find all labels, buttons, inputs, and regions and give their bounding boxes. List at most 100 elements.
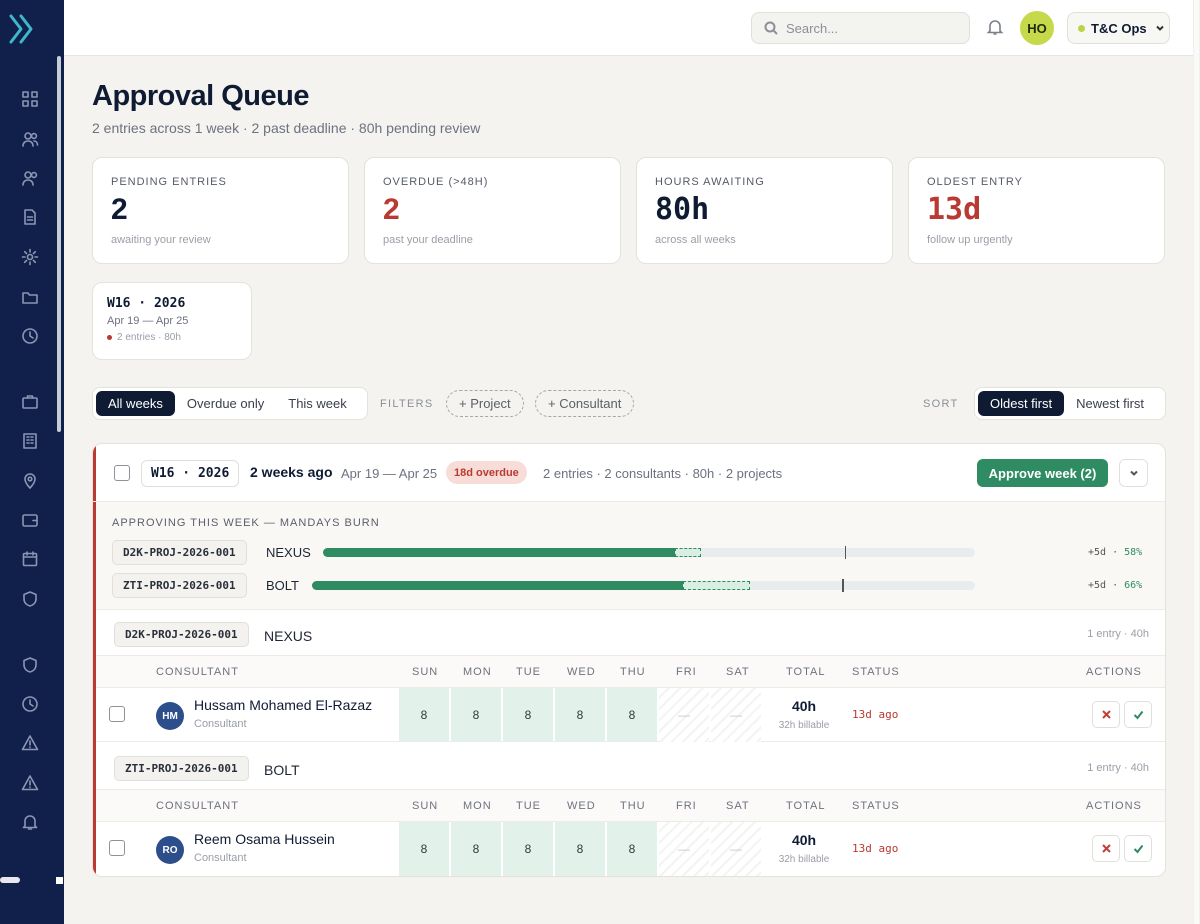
notifications-icon[interactable] [20,812,40,832]
day-cell-tue[interactable]: 8 [503,822,553,876]
reject-button[interactable] [1092,835,1120,862]
user-avatar[interactable]: HO [1020,11,1054,45]
logo-icon[interactable] [8,12,36,46]
kpi-note: awaiting your review [111,234,211,246]
page-scrollbar[interactable] [1193,0,1200,924]
expand-week-button[interactable] [1119,459,1148,487]
project-group-header: ZTI-PROJ-2026-001 BOLT 1 entry · 40h [96,744,1165,790]
project-meta: 1 entry · 40h [1087,762,1149,774]
col-wed: WED [567,666,596,678]
sidebar-collapse-handle[interactable] [0,877,20,883]
kpi-oldest-entry: OLDEST ENTRY 13d follow up urgently [908,157,1165,264]
burn-value: +5d · 66% [1088,580,1143,591]
add-project-filter[interactable]: + Project [446,390,524,417]
week-label: W16 · 2026 [141,460,240,487]
burn-project-name: NEXUS [266,545,311,560]
close-icon [1101,710,1111,719]
col-actions: ACTIONS [1086,800,1142,812]
dashboard-icon[interactable] [20,89,40,109]
chevron-down-icon [1155,25,1164,31]
kpi-value: 80h [655,192,710,227]
sort-newest-first[interactable]: Newest first [1076,396,1145,411]
week-card[interactable]: W16 · 2026 Apr 19 — Apr 25 2 entries · 8… [92,282,252,360]
consultant-avatar: HM [156,702,184,730]
table-row: HM Hussam Mohamed El-Razaz Consultant 8 … [96,688,1165,742]
briefcase-icon[interactable] [20,392,40,412]
sidebar [0,0,64,924]
entry-total: 40h [791,698,817,714]
clock-icon[interactable] [20,326,40,346]
burn-bar-nexus [323,546,975,559]
kpi-label: PENDING ENTRIES [111,176,227,188]
users-icon[interactable] [20,129,40,149]
burn-delta: +5d [1088,580,1107,591]
wallet-icon[interactable] [20,510,40,530]
settings-icon[interactable] [20,247,40,267]
consultant-name[interactable]: Reem Osama Hussein [194,831,335,847]
topbar: HO T&C Ops [64,0,1200,56]
col-sun: SUN [412,666,439,678]
approve-week-button[interactable]: Approve week (2) [977,459,1108,487]
approve-button[interactable] [1124,835,1152,862]
select-week-checkbox[interactable] [114,465,130,481]
reject-button[interactable] [1092,701,1120,728]
day-cell-wed[interactable]: 8 [555,822,605,876]
building-icon[interactable] [20,431,40,451]
day-cell-sun[interactable]: 8 [399,688,449,742]
day-cell-sun[interactable]: 8 [399,822,449,876]
day-cell-tue[interactable]: 8 [503,688,553,742]
col-wed: WED [567,800,596,812]
sort-segmented: Oldest first Newest first [974,387,1166,420]
day-cell-mon[interactable]: 8 [451,822,501,876]
select-entry-checkbox[interactable] [109,840,125,856]
day-cell-sat: — [711,688,761,742]
warning-icon[interactable] [20,733,40,753]
filter-this-week[interactable]: This week [288,396,347,411]
kpi-label: HOURS AWAITING [655,176,765,188]
alert-icon[interactable] [20,773,40,793]
page-subtitle: 2 entries across 1 week · 2 past deadlin… [92,120,481,136]
sidebar-scrollbar[interactable] [57,56,61,432]
project-name: NEXUS [264,628,313,644]
col-sat: SAT [726,800,750,812]
burn-bar-marker [842,579,844,592]
week-range: Apr 19 — Apr 25 [341,466,438,481]
day-cell-thu[interactable]: 8 [607,688,657,742]
bell-icon[interactable] [986,18,1006,38]
sidebar-resize-dot[interactable] [56,877,63,884]
day-cell-mon[interactable]: 8 [451,688,501,742]
burn-value: +5d · 58% [1088,547,1143,558]
filter-all-weeks[interactable]: All weeks [96,391,175,416]
calendar-icon[interactable] [20,549,40,569]
select-entry-checkbox[interactable] [109,706,125,722]
search-input[interactable] [786,20,946,36]
week-filter-segmented: All weeks Overdue only This week [92,387,368,420]
col-tue: TUE [516,666,541,678]
folder-icon[interactable] [20,287,40,307]
shield-icon[interactable] [20,589,40,609]
entry-billable: 32h billable [778,854,830,865]
day-cell-wed[interactable]: 8 [555,688,605,742]
document-icon[interactable] [20,207,40,227]
team-icon[interactable] [20,168,40,188]
sort-oldest-first[interactable]: Oldest first [978,391,1065,416]
filters-label: FILTERS [380,398,434,410]
location-icon[interactable] [20,471,40,491]
consultant-name[interactable]: Hussam Mohamed El-Razaz [194,697,373,713]
filter-overdue-only[interactable]: Overdue only [186,396,265,411]
table-header: CONSULTANT SUN MON TUE WED THU FRI SAT T… [96,656,1165,688]
col-thu: THU [620,666,646,678]
org-switcher[interactable]: T&C Ops [1067,12,1170,44]
history-icon[interactable] [20,694,40,714]
approve-button[interactable] [1124,701,1152,728]
burn-bar-pending [675,548,702,557]
shield-check-icon[interactable] [20,655,40,675]
burn-project-code: D2K-PROJ-2026-001 [112,540,247,565]
search-box[interactable] [751,12,970,44]
project-group-header: D2K-PROJ-2026-001 NEXUS 1 entry · 40h [96,610,1165,656]
add-consultant-filter[interactable]: + Consultant [535,390,635,417]
col-thu: THU [620,800,646,812]
burn-title: APPROVING THIS WEEK — MANDAYS BURN [112,517,380,529]
day-cell-thu[interactable]: 8 [607,822,657,876]
overdue-dot [107,335,112,340]
